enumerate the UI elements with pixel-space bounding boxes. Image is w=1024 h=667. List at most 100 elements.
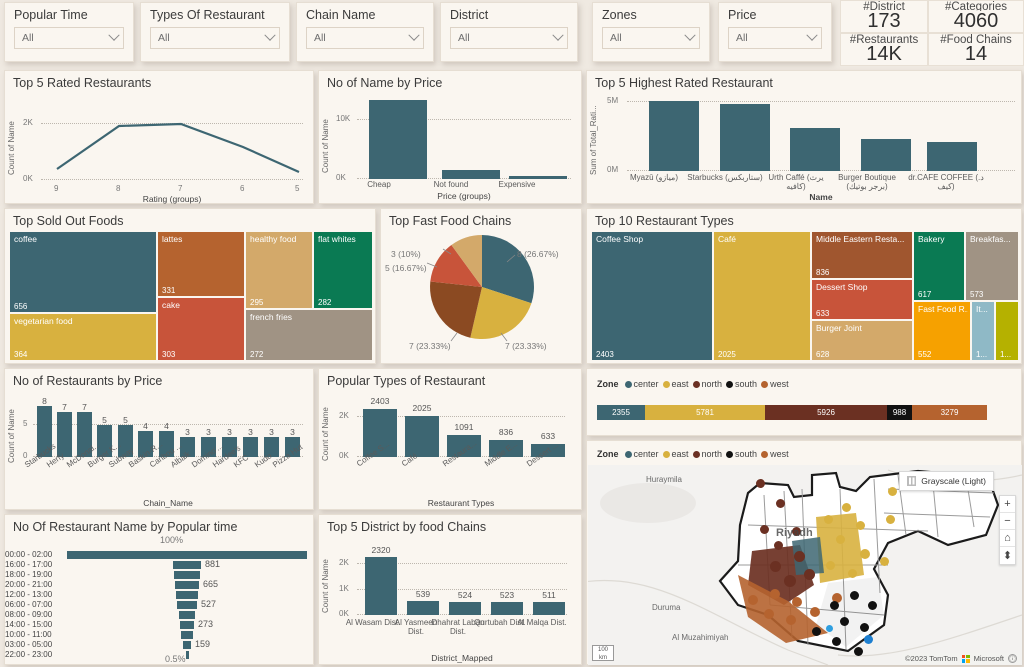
treemap-tile[interactable]: Dessert Shop 633 <box>811 279 913 320</box>
map-point[interactable] <box>824 515 833 524</box>
funnel-bar[interactable] <box>177 601 197 609</box>
bar[interactable] <box>449 602 481 615</box>
legend-item-west[interactable]: west <box>761 449 789 459</box>
map-style-selector[interactable]: Grayscale (Light) <box>899 471 994 491</box>
legend-item-center[interactable]: center <box>624 449 659 459</box>
bar[interactable] <box>264 437 279 457</box>
funnel-bar[interactable] <box>175 581 199 589</box>
bar[interactable] <box>77 412 92 457</box>
treemap-tile[interactable]: healthy food 295 <box>245 231 313 309</box>
chart-no-of-name-by-price[interactable]: No of Name by Price Count of Name 10K 0K… <box>318 70 582 204</box>
treemap-tile[interactable]: lattes 331 <box>157 231 245 297</box>
treemap-tile[interactable]: Café 2025 <box>713 231 811 361</box>
legend-item-east[interactable]: east <box>662 379 689 389</box>
funnel-bar[interactable] <box>174 571 200 579</box>
slicer-price[interactable]: Price All <box>718 2 832 62</box>
bar[interactable] <box>927 142 977 171</box>
bar[interactable] <box>369 100 427 179</box>
funnel-bar[interactable] <box>173 561 201 569</box>
map-zoom-controls[interactable]: + − ⌂ ⬍ <box>999 495 1016 565</box>
funnel-bar[interactable] <box>179 611 195 619</box>
pie-slice[interactable] <box>482 235 534 304</box>
map-point[interactable] <box>836 535 845 544</box>
funnel-bar[interactable] <box>186 651 189 659</box>
map-point[interactable] <box>826 561 835 570</box>
legend-item-north[interactable]: north <box>692 449 722 459</box>
map-point[interactable] <box>832 637 841 646</box>
chart-top-fast-food-chains[interactable]: Top Fast Food Chains 8 (26.67%) 3 (10%) … <box>380 208 582 364</box>
map-point[interactable] <box>826 625 833 632</box>
treemap-tile[interactable]: coffee 656 <box>9 231 157 313</box>
funnel-bar[interactable] <box>180 621 194 629</box>
bar[interactable] <box>491 602 523 615</box>
bar[interactable] <box>37 406 52 457</box>
bar[interactable] <box>243 437 258 457</box>
legend-item-west[interactable]: west <box>761 379 789 389</box>
chart-top-sold-out-foods[interactable]: Top Sold Out Foods coffee 656 vegetarian… <box>4 208 376 364</box>
bar[interactable] <box>365 557 397 615</box>
legend-item-north[interactable]: north <box>692 379 722 389</box>
slicer-popular-time[interactable]: Popular Time All <box>4 2 134 62</box>
chart-top-10-restaurant-types[interactable]: Top 10 Restaurant Types Coffee Shop 2403… <box>586 208 1022 364</box>
slicer-district[interactable]: District All <box>440 2 578 62</box>
funnel-bar[interactable] <box>181 631 193 639</box>
map-point[interactable] <box>860 623 869 632</box>
map-point[interactable] <box>748 595 758 605</box>
bar[interactable] <box>159 431 174 457</box>
treemap-tile[interactable]: Middle Eastern Resta... 836 <box>811 231 913 279</box>
treemap-tile[interactable]: Bakery 617 <box>913 231 965 301</box>
map-point[interactable] <box>842 503 851 512</box>
bar[interactable] <box>57 412 72 457</box>
pie-slice[interactable] <box>430 245 482 287</box>
treemap-tile[interactable]: It... 1... <box>971 301 995 361</box>
bar[interactable] <box>531 444 565 457</box>
funnel-bar[interactable] <box>67 551 307 559</box>
map-point[interactable] <box>770 589 780 599</box>
treemap-tile[interactable]: Coffee Shop 2403 <box>591 231 713 361</box>
bar[interactable] <box>720 104 770 171</box>
pie-slice[interactable] <box>470 287 532 340</box>
map-point[interactable] <box>764 609 774 619</box>
map-home-icon[interactable]: ⌂ <box>1000 530 1015 547</box>
bar[interactable] <box>222 437 237 457</box>
stack-segment-south[interactable]: 988 <box>887 405 912 420</box>
chart-top-5-rated-restaurants[interactable]: Top 5 Rated Restaurants Count of Name 2K… <box>4 70 314 204</box>
bar[interactable] <box>118 425 133 457</box>
pie-chart[interactable] <box>381 229 583 359</box>
slicer-zones[interactable]: Zones All <box>592 2 710 62</box>
bar[interactable] <box>861 139 911 171</box>
stack-segment-east[interactable]: 5781 <box>645 405 765 420</box>
bar[interactable] <box>285 437 300 457</box>
slicer-dropdown[interactable]: All <box>450 27 568 49</box>
treemap-tile[interactable]: 1... <box>995 301 1019 361</box>
bar[interactable] <box>363 409 397 457</box>
treemap-tile[interactable]: flat whites 282 <box>313 231 373 309</box>
bar[interactable] <box>442 170 500 179</box>
treemap-tile[interactable]: vegetarian food 364 <box>9 313 157 361</box>
bar[interactable] <box>201 437 216 457</box>
map-point[interactable] <box>832 593 842 603</box>
treemap-tile[interactable]: Fast Food R... 552 <box>913 301 971 361</box>
map-point[interactable] <box>776 499 785 508</box>
map-point[interactable] <box>794 551 805 562</box>
map-point[interactable] <box>868 601 877 610</box>
map-point[interactable] <box>786 615 796 625</box>
treemap-tile[interactable]: Breakfas... 573 <box>965 231 1019 301</box>
map-zoom-in-button[interactable]: + <box>1000 496 1015 513</box>
chart-top-5-highest-rated-restaurant[interactable]: Top 5 Highest Rated Restaurant Sum of To… <box>586 70 1022 204</box>
treemap-tile[interactable]: Burger Joint 628 <box>811 320 913 361</box>
map-point[interactable] <box>888 487 897 496</box>
legend-item-south[interactable]: south <box>726 379 757 389</box>
stack-segment-north[interactable]: 5926 <box>765 405 887 420</box>
legend-item-east[interactable]: east <box>662 449 689 459</box>
map-point[interactable] <box>856 521 865 530</box>
treemap-tile[interactable]: cake 303 <box>157 297 245 361</box>
slicer-dropdown[interactable]: All <box>150 27 280 49</box>
map-point[interactable] <box>760 525 769 534</box>
chart-no-of-restaurants-by-price[interactable]: No of Restaurants by Price Count of Name… <box>4 368 314 510</box>
bar[interactable] <box>447 435 481 457</box>
bar[interactable] <box>790 128 840 171</box>
map-point[interactable] <box>886 515 895 524</box>
map-point[interactable] <box>854 647 863 656</box>
stack-segment-west[interactable]: 3279 <box>912 405 987 420</box>
